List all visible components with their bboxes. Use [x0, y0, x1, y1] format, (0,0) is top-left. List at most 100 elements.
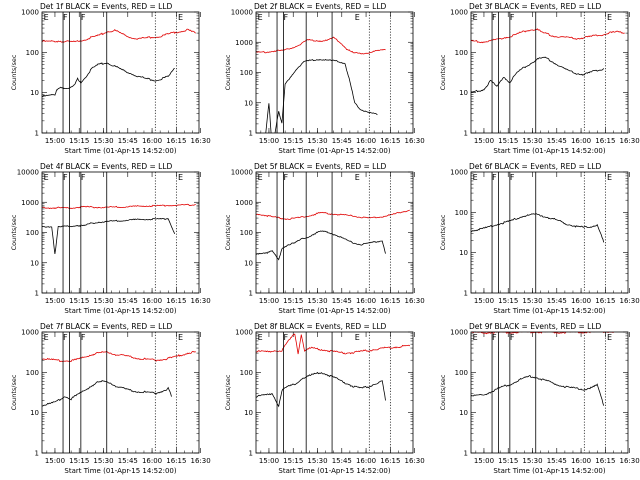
y-tick-label: 1	[35, 450, 39, 458]
marker-label: E	[44, 13, 49, 22]
x-tick-label: 15:30	[522, 297, 542, 305]
plot-frame	[470, 171, 629, 294]
x-tick-label: 16:15	[380, 457, 400, 465]
marker-label: E	[258, 173, 263, 182]
y-tick-label: 100	[240, 229, 253, 237]
x-tick-label: 15:15	[498, 457, 518, 465]
x-tick-label: 16:15	[380, 297, 400, 305]
x-tick-label: 16:00	[356, 457, 376, 465]
chart-title: Det 5f BLACK = Events, RED = LLD	[254, 162, 387, 171]
marker-label: E	[607, 173, 612, 182]
y-tick-label: 1000	[235, 199, 253, 207]
y-tick-label: 10	[459, 89, 468, 97]
x-tick-label: 15:45	[547, 457, 567, 465]
y-axis-label: Counts/sec	[439, 54, 447, 90]
plot-frame	[470, 11, 629, 134]
marker-label: F	[284, 333, 289, 342]
y-tick-label: 100	[455, 49, 468, 57]
series-line-lld	[42, 350, 196, 363]
panel-6: Det 6f BLACK = Events, RED = LLD Counts/s…	[439, 162, 640, 315]
marker-label: E	[607, 13, 612, 22]
panel-9: Det 9f BLACK = Events, RED = LLD Counts/s…	[439, 322, 640, 475]
x-tick-label: 16:00	[571, 297, 591, 305]
panel-1: Det 1f BLACK = Events, RED = LLD Counts/s…	[10, 2, 211, 155]
series-line-events	[471, 213, 605, 243]
marker-label: E	[44, 333, 49, 342]
y-tick-label: 100	[455, 209, 468, 217]
x-tick-label: 15:00	[259, 137, 279, 145]
x-tick-label: 16:00	[356, 297, 376, 305]
marker-label: E	[178, 173, 183, 182]
x-tick-label: 16:30	[191, 137, 211, 145]
series-line-events	[42, 62, 175, 97]
series-line-lld	[256, 36, 386, 55]
x-axis-label: Start Time (01-Apr-15 14:52:00)	[64, 307, 176, 315]
marker-label: E	[258, 13, 263, 22]
x-tick-label: 15:15	[283, 297, 303, 305]
marker-label: F	[510, 13, 515, 22]
x-tick-label: 15:30	[93, 457, 113, 465]
marker-label: F	[510, 173, 515, 182]
x-tick-label: 16:15	[380, 137, 400, 145]
y-tick-label: 1000	[450, 329, 468, 337]
y-tick-label: 10	[30, 89, 39, 97]
series-line-lld	[256, 333, 411, 355]
y-axis-label: Counts/sec	[10, 54, 18, 90]
x-tick-label: 16:30	[620, 297, 640, 305]
y-tick-label: 100	[26, 49, 39, 57]
y-tick-label: 10000	[231, 9, 253, 17]
x-tick-label: 15:45	[332, 457, 352, 465]
x-tick-label: 15:30	[522, 457, 542, 465]
x-tick-label: 16:00	[571, 457, 591, 465]
plot-frame	[41, 171, 200, 294]
marker-label: F	[492, 173, 497, 182]
x-tick-label: 15:15	[283, 137, 303, 145]
marker-label: F	[63, 173, 68, 182]
x-tick-label: 15:00	[259, 457, 279, 465]
x-tick-label: 16:15	[166, 457, 186, 465]
x-tick-label: 16:15	[166, 297, 186, 305]
panel-5: Det 5f BLACK = Events, RED = LLD Counts/s…	[224, 162, 425, 315]
plot-frame	[41, 11, 200, 134]
series-line-lld	[42, 28, 196, 43]
y-tick-label: 1000	[21, 199, 39, 207]
y-axis-label: Counts/sec	[10, 374, 18, 410]
x-tick-label: 15:15	[498, 137, 518, 145]
y-tick-label: 100	[26, 229, 39, 237]
marker-label: F	[81, 333, 86, 342]
panel-2: Det 2f BLACK = Events, RED = LLD Counts/s…	[224, 2, 425, 155]
y-tick-label: 100	[455, 369, 468, 377]
x-tick-label: 15:45	[118, 137, 138, 145]
marker-label: F	[510, 333, 515, 342]
x-tick-label: 16:30	[191, 457, 211, 465]
marker-label: F	[63, 13, 68, 22]
series-line-events	[256, 371, 386, 408]
x-tick-label: 16:15	[595, 457, 615, 465]
marker-label: E	[355, 333, 360, 342]
y-tick-label: 10	[30, 259, 39, 267]
marker-label: F	[63, 333, 68, 342]
marker-label: F	[284, 13, 289, 22]
marker-label: F	[81, 173, 86, 182]
plot-frame	[41, 331, 200, 454]
x-axis-label: Start Time (01-Apr-15 14:52:00)	[278, 147, 390, 155]
x-tick-label: 15:45	[547, 297, 567, 305]
y-axis-label: Counts/sec	[439, 214, 447, 250]
x-tick-label: 15:15	[283, 457, 303, 465]
y-tick-label: 1	[249, 290, 253, 298]
marker-label: F	[81, 13, 86, 22]
y-tick-label: 1000	[450, 9, 468, 17]
x-tick-label: 16:15	[595, 137, 615, 145]
x-tick-label: 16:30	[191, 297, 211, 305]
y-tick-label: 1	[464, 290, 468, 298]
x-tick-label: 16:15	[595, 297, 615, 305]
y-tick-label: 1	[35, 130, 39, 138]
x-tick-label: 16:00	[356, 137, 376, 145]
y-tick-label: 100	[26, 369, 39, 377]
marker-label: E	[44, 173, 49, 182]
chart-title: Det 6f BLACK = Events, RED = LLD	[469, 162, 602, 171]
marker-label: F	[492, 333, 497, 342]
panel-8: Det 8f BLACK = Events, RED = LLD Counts/s…	[224, 322, 425, 475]
y-axis-label: Counts/sec	[439, 374, 447, 410]
